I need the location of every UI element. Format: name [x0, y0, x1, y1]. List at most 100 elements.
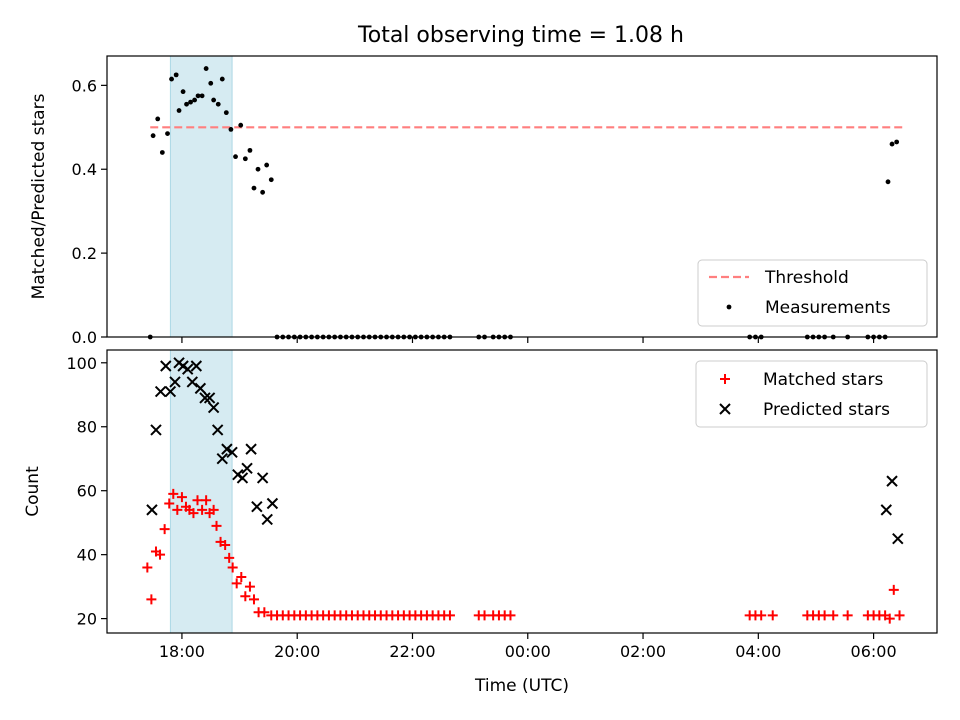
predicted-star-point — [236, 472, 249, 484]
measurement-point — [894, 139, 900, 145]
bottom-legend-box — [695, 360, 928, 428]
matched-star-point — [197, 504, 208, 515]
measurement-point — [169, 76, 174, 82]
predicted-star-point — [245, 443, 257, 455]
predicted-star-point — [251, 500, 263, 513]
threshold-legend-label: Threshold — [764, 268, 849, 288]
measurement-point — [223, 110, 229, 116]
matched-star-point — [211, 520, 222, 531]
predicted-star-point — [199, 392, 211, 404]
predicted-star-point — [886, 475, 898, 487]
matched-star-point — [888, 584, 899, 595]
measurement-point — [180, 89, 186, 95]
predicted-star-point — [146, 504, 158, 516]
matched-star-point — [201, 495, 212, 506]
measurement-point — [264, 162, 270, 168]
measurement-point — [260, 189, 266, 195]
predicted-star-point — [194, 382, 207, 395]
measurement-point — [219, 76, 225, 82]
matched-star-point — [894, 610, 905, 621]
predicted-star-point — [181, 363, 194, 375]
matched-star-point — [248, 594, 259, 605]
chart-title: Total observing time = 1.08 h — [357, 23, 684, 48]
matched-star-point — [155, 549, 166, 560]
bottom-panel: 18:00 20:00 22:00 00:00 02:00 04:00 06:00 20 40 6… — [23, 349, 938, 696]
measurement-point — [247, 147, 253, 153]
predicted-star-point — [880, 504, 892, 516]
matched-star-point — [244, 581, 255, 592]
measurement-point — [155, 116, 161, 122]
predicted-star-point — [266, 497, 279, 510]
bottom-y-axis-label: Count — [23, 466, 43, 517]
predicted-star-point — [226, 446, 238, 459]
top-y-tick-label: 0.2 — [72, 244, 97, 263]
measurement-point — [889, 141, 895, 147]
matched-star-point — [208, 504, 219, 515]
bottom-legend: Matched stars Predicted stars — [695, 360, 928, 428]
measurement-point — [228, 126, 234, 132]
measurement-point — [165, 131, 170, 136]
bottom-y-tick-label: 60 — [77, 482, 97, 501]
measurement-point — [208, 80, 214, 86]
x-axis-label: Time (UTC) — [474, 676, 569, 696]
top-highlight-span — [169, 55, 233, 338]
matched-star-point — [192, 495, 203, 506]
matched-star-point — [479, 610, 490, 621]
matched-star-point — [224, 552, 235, 563]
matched-star-point — [240, 591, 251, 602]
measurement-point — [173, 72, 179, 78]
predicted-star-point — [203, 392, 216, 404]
measurements-legend-swatch — [726, 304, 732, 310]
bottom-y-tick-label: 100 — [66, 354, 97, 373]
matched-star-point — [259, 607, 270, 618]
matched-stars-legend-label: Matched stars — [763, 370, 883, 390]
measurement-point — [199, 93, 205, 99]
top-y-tick-label: 0.0 — [72, 328, 97, 347]
measurement-point — [211, 97, 217, 103]
bottom-y-tick-label: 40 — [77, 546, 97, 565]
predicted-star-point — [241, 462, 253, 475]
top-y-tick-label: 0.4 — [72, 160, 97, 179]
predicted-star-point — [169, 376, 181, 388]
x-tick-label: 02:00 — [620, 642, 666, 661]
bottom-highlight-span — [169, 349, 233, 634]
predicted-star-point — [892, 532, 904, 545]
x-tick-label: 18:00 — [159, 642, 205, 661]
measurement-point — [176, 108, 182, 113]
top-y-axis-label: Matched/Predicted stars — [29, 93, 49, 299]
matched-star-point — [444, 610, 455, 621]
predicted-star-point — [211, 424, 224, 436]
measurement-point — [188, 99, 193, 105]
matched-star-point — [159, 524, 170, 535]
measurement-point — [150, 133, 156, 139]
predicted-star-point — [190, 360, 203, 372]
measurement-point — [242, 156, 248, 162]
predicted-star-point — [207, 401, 220, 414]
top-axes-frame — [106, 55, 938, 338]
predicted-star-point — [150, 424, 162, 436]
matched-star-point — [884, 613, 895, 624]
x-tick-label: 20:00 — [274, 642, 320, 661]
predicted-stars-legend-label: Predicted stars — [763, 400, 890, 420]
predicted-star-point — [221, 443, 233, 455]
matched-star-point — [142, 562, 153, 573]
predicted-star-point — [256, 472, 269, 484]
measurement-point — [215, 101, 221, 107]
matched-star-point — [164, 498, 175, 509]
measurement-point — [238, 122, 244, 128]
matched-star-point — [168, 488, 179, 499]
predicted-star-point — [154, 385, 167, 398]
x-tick-label: 06:00 — [851, 642, 897, 661]
matched-star-point — [236, 572, 247, 583]
predicted-star-point — [261, 513, 273, 526]
top-y-tick-label: 0.6 — [72, 76, 97, 95]
matched-star-point — [819, 610, 830, 621]
measurement-point — [159, 150, 165, 155]
top-panel: 0.0 0.2 0.4 0.6 Matched/Predicted stars Thres… — [29, 55, 938, 347]
x-tick-label: 04:00 — [735, 642, 781, 661]
bottom-axes-frame — [106, 349, 938, 634]
bottom-y-tick-label: 20 — [77, 610, 97, 629]
matched-star-point — [767, 610, 778, 621]
